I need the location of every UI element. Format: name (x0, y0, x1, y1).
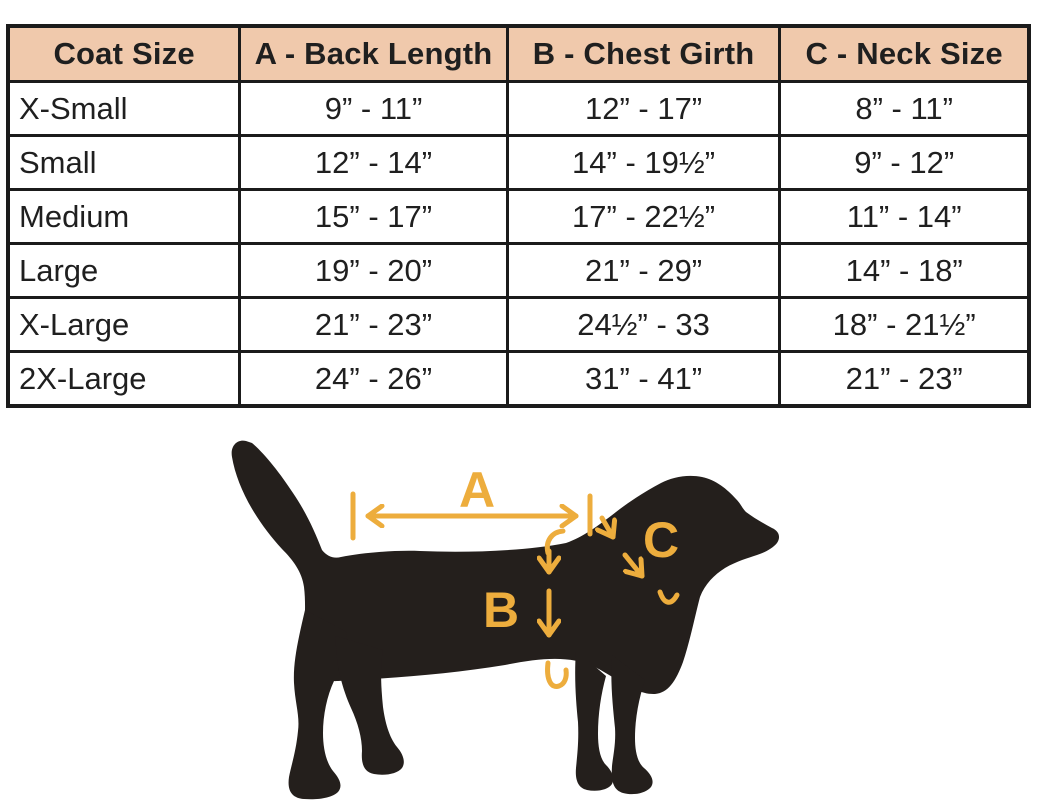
column-header-back-length: A - Back Length (238, 24, 509, 83)
table-row-medium: Medium 15” - 17” 17” - 22½” 11” - 14” (6, 188, 1031, 245)
dog-body (231, 440, 780, 695)
measurement-labels: A B C (459, 462, 679, 638)
measurement-arrow-c (602, 515, 680, 605)
dog-rear-far-leg (335, 636, 404, 775)
table-row-xsmall: X-Small 9” - 11” 12” - 17” 8” - 11” (6, 80, 1031, 137)
c-neck-hook (657, 589, 680, 605)
table-row-small: Small 12” - 14” 14” - 19½” 9” - 12” (6, 134, 1031, 191)
cell-chest-girth: 31” - 41” (505, 350, 782, 408)
dog-front-far-leg (575, 650, 614, 791)
table-row-2xlarge: 2X-Large 24” - 26” 31” - 41” 21” - 23” (6, 350, 1031, 408)
cell-size: X-Large (6, 296, 242, 353)
cell-size: Large (6, 242, 242, 299)
cell-back-length: 9” - 11” (238, 80, 509, 137)
measurement-arrow-b (544, 528, 569, 689)
table-row-xlarge: X-Large 21” - 23” 24½” - 33 18” - 21½” (6, 296, 1031, 353)
cell-size: 2X-Large (6, 350, 242, 408)
c-arrow-lower (622, 552, 645, 579)
column-header-coat-size: Coat Size (6, 24, 242, 83)
table-row-large: Large 19” - 20” 21” - 29” 14” - 18” (6, 242, 1031, 299)
cell-neck-size: 11” - 14” (778, 188, 1031, 245)
column-header-neck-size: C - Neck Size (778, 24, 1031, 83)
cell-back-length: 24” - 26” (238, 350, 509, 408)
cell-neck-size: 9” - 12” (778, 134, 1031, 191)
cell-chest-girth: 12” - 17” (505, 80, 782, 137)
label-a: A (459, 462, 495, 518)
table-header-row: Coat Size A - Back Length B - Chest Girt… (6, 24, 1031, 83)
dog-silhouette (231, 440, 780, 800)
b-bottom-hook (545, 660, 569, 689)
cell-neck-size: 8” - 11” (778, 80, 1031, 137)
c-arrow-upper (602, 515, 613, 540)
label-c: C (643, 512, 679, 568)
cell-chest-girth: 24½” - 33 (505, 296, 782, 353)
dog-front-near-leg (611, 655, 653, 795)
cell-size: Medium (6, 188, 242, 245)
b-top-hook (544, 528, 566, 556)
cell-size: Small (6, 134, 242, 191)
cell-back-length: 21” - 23” (238, 296, 509, 353)
cell-neck-size: 18” - 21½” (778, 296, 1031, 353)
coat-size-chart-table: Coat Size A - Back Length B - Chest Girt… (6, 24, 1031, 408)
label-b: B (483, 582, 519, 638)
cell-back-length: 15” - 17” (238, 188, 509, 245)
cell-back-length: 12” - 14” (238, 134, 509, 191)
cell-back-length: 19” - 20” (238, 242, 509, 299)
measurement-arrow-a (350, 491, 593, 541)
cell-neck-size: 14” - 18” (778, 242, 1031, 299)
column-header-chest-girth: B - Chest Girth (505, 24, 782, 83)
cell-size: X-Small (6, 80, 242, 137)
cell-chest-girth: 17” - 22½” (505, 188, 782, 245)
cell-neck-size: 21” - 23” (778, 350, 1031, 408)
dog-rear-near-leg (288, 610, 347, 800)
cell-chest-girth: 14” - 19½” (505, 134, 782, 191)
cell-chest-girth: 21” - 29” (505, 242, 782, 299)
